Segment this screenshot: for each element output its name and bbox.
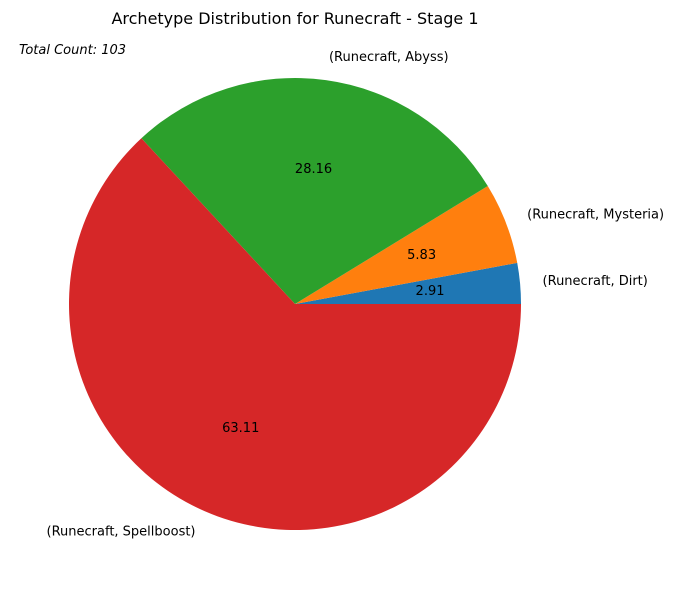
chart-title: Archetype Distribution for Runecraft - S… [111, 9, 478, 28]
pie-slices [69, 78, 522, 531]
slice-category-label-0: (Runecraft, Dirt) [543, 274, 648, 289]
pie-slice-3 [69, 138, 522, 531]
slice-category-label-3: (Runecraft, Spellboost) [47, 524, 196, 539]
slice-value-label-0: 2.91 [416, 284, 445, 299]
pie-slice-1 [295, 186, 518, 304]
slice-category-label-1: (Runecraft, Mysteria) [527, 208, 664, 223]
pie-slice-0 [295, 262, 521, 304]
pie-labels: (Runecraft, Dirt) 2.91 (Runecraft, Mysteri… [47, 50, 665, 539]
pie-slice-2 [141, 78, 488, 304]
slice-value-label-1: 5.83 [407, 248, 436, 263]
total-count-annotation: Total Count: 103 [19, 43, 126, 58]
slice-value-label-3: 63.11 [222, 421, 259, 436]
slice-category-label-2: (Runecraft, Abyss) [329, 50, 449, 65]
slice-value-label-2: 28.16 [295, 162, 332, 177]
